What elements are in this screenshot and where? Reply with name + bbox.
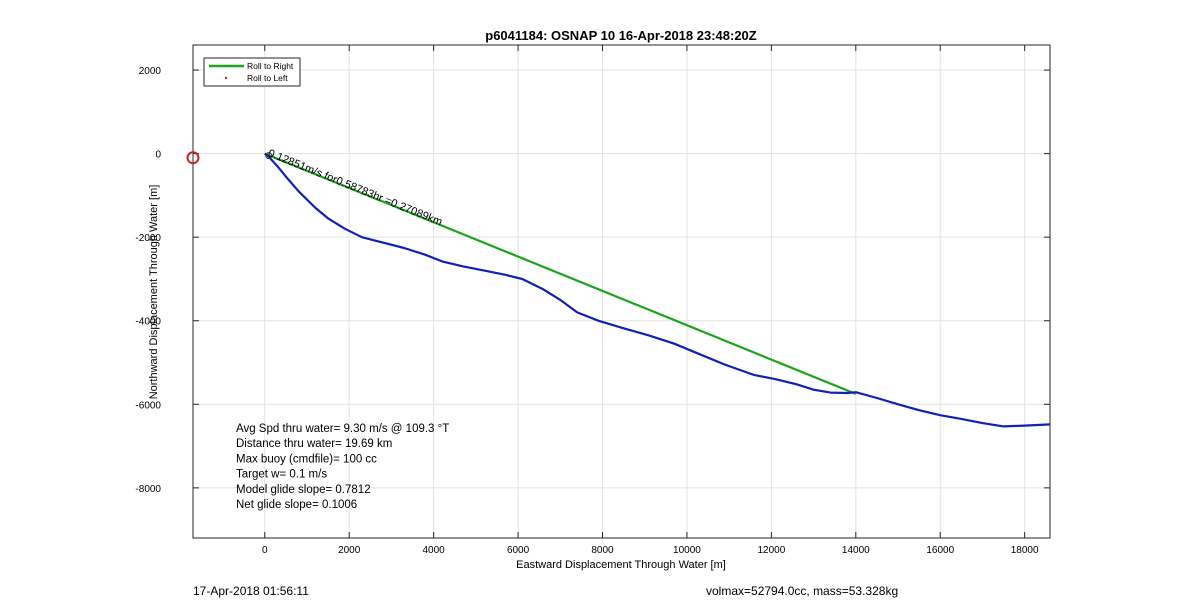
x-tick-label: 14000: [842, 545, 870, 556]
x-axis-label: Eastward Displacement Through Water [m]: [516, 559, 726, 571]
x-tick-label: 6000: [507, 545, 530, 556]
x-tick-label: 0: [262, 545, 268, 556]
legend-label-roll-right: Roll to Right: [247, 61, 294, 71]
legend-label-roll-left: Roll to Left: [247, 73, 288, 83]
x-tick-label: 10000: [673, 545, 701, 556]
legend: [203, 57, 301, 87]
footer-volmax-mass: volmax=52794.0cc, mass=53.328kg: [706, 584, 899, 598]
y-tick-label: -6000: [135, 400, 161, 411]
origin-marker: [265, 152, 273, 160]
x-tick-label: 4000: [423, 545, 446, 556]
x-tick-label: 16000: [926, 545, 954, 556]
y-tick-label: 2000: [139, 66, 162, 77]
footer-timestamp: 17-Apr-2018 01:56:11: [193, 584, 309, 598]
plot-area: [193, 45, 1050, 538]
stats-line: Model glide slope= 0.7812: [236, 484, 371, 496]
y-tick-label: -4000: [135, 317, 161, 328]
stats-line: Net glide slope= 0.1006: [236, 499, 357, 511]
y-axis-label: Northward Displacement Through Water [m]: [148, 185, 160, 400]
x-tick-label: 12000: [757, 545, 785, 556]
chart-title: p6041184: OSNAP 10 16-Apr-2018 23:48:20Z: [485, 28, 757, 43]
axes-box: [192, 44, 1051, 539]
y-tick-label: -2000: [135, 233, 161, 244]
stats-line: Distance thru water= 19.69 km: [236, 438, 392, 450]
stats-line: Avg Spd thru water= 9.30 m/s @ 109.3 °T: [236, 423, 449, 435]
x-tick-label: 8000: [591, 545, 614, 556]
y-tick-label: 0: [155, 150, 161, 161]
x-tick-label: 18000: [1011, 545, 1039, 556]
series-line-track-2: [264, 152, 1050, 428]
legend-swatch-roll-left: [224, 76, 228, 80]
stats-line: Max buoy (cmdfile)= 100 cc: [236, 453, 377, 465]
y-tick-label: -8000: [135, 484, 161, 495]
series-line-roll-to-right: [264, 152, 857, 395]
start-marker: [186, 151, 200, 165]
x-tick-label: 2000: [338, 545, 361, 556]
stats-line: Target w= 0.1 m/s: [236, 469, 327, 481]
